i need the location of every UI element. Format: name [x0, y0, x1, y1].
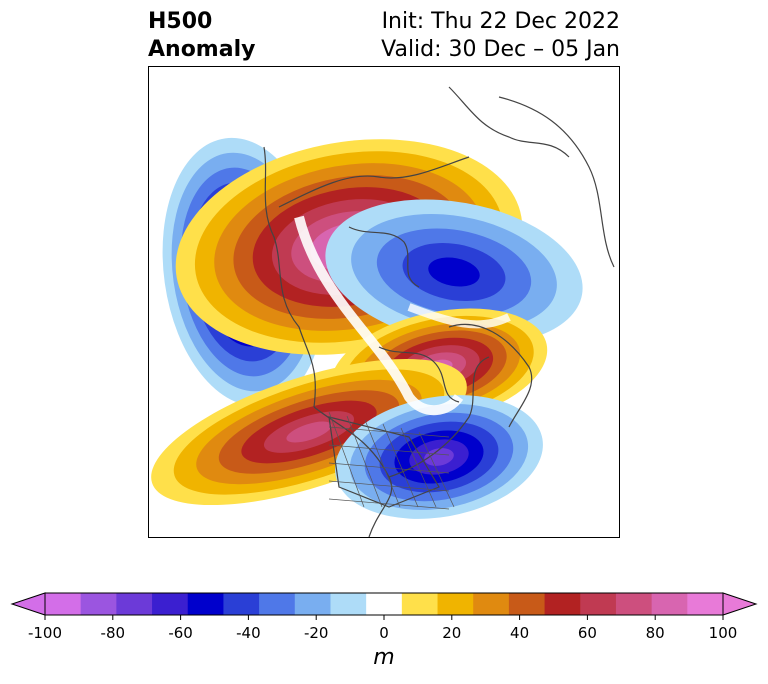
coastline-6 [348, 226, 420, 288]
colorbar-under-arrow [10, 592, 46, 616]
political-boundaries [328, 411, 455, 510]
colorbar-segment-11 [437, 593, 474, 615]
colorbar-segment-8 [330, 593, 367, 615]
colorbar-segment-14 [544, 593, 581, 615]
colorbar-segment-9 [366, 593, 403, 615]
colorbar-segment-5 [223, 593, 260, 615]
coastline-1 [313, 406, 393, 537]
boundary-ew-2 [328, 462, 450, 474]
colorbar-tick-label-8: 60 [578, 624, 597, 642]
colorbar-segment-0 [45, 593, 82, 615]
coastline-7 [378, 346, 460, 403]
coastline-5 [498, 96, 615, 268]
title-left: H500 Anomaly [148, 8, 255, 64]
boundary-ew-0 [328, 426, 450, 438]
coastline-9 [448, 86, 570, 158]
boundary-ns-5 [418, 431, 455, 508]
title-anomaly: Anomaly [148, 37, 256, 62]
colorbar-segment-7 [294, 593, 331, 615]
boundary-ew-1 [328, 444, 450, 456]
coastline-2 [388, 356, 490, 478]
boundary-ns-2 [364, 419, 401, 508]
colorbar-over-arrow [722, 592, 758, 616]
init-time: Init: Thu 22 Dec 2022 [381, 9, 620, 34]
colorbar-tick-label-1: -80 [101, 624, 126, 642]
colorbar-segment-3 [152, 593, 189, 615]
colorbar-segment-13 [508, 593, 546, 615]
colorbar-segment-1 [80, 593, 117, 615]
null-contour-2 [407, 303, 511, 329]
null-contour-1 [294, 215, 464, 416]
valid-time: Valid: 30 Dec – 05 Jan [381, 37, 620, 62]
ridge-southwest-contour-6 [286, 421, 332, 443]
colorbar-segment-15 [580, 593, 617, 615]
boundary-ew-4 [328, 498, 450, 510]
coastline-3 [278, 156, 470, 208]
colorbar-tick-label-3: -40 [236, 624, 261, 642]
trough-siberia [325, 199, 583, 345]
boundary-ew-3 [328, 480, 450, 492]
colorbar-tick-label-6: 20 [442, 624, 461, 642]
trough-east [335, 395, 543, 519]
colorbar-tick-label-7: 40 [510, 624, 529, 642]
colorbar-segment-4 [187, 593, 224, 615]
colorbar-unit: m [373, 645, 395, 670]
colorbar-tick-label-5: 0 [379, 624, 389, 642]
colorbar-segment-16 [615, 593, 653, 615]
colorbar-segment-6 [259, 593, 296, 615]
colorbar-segment-17 [651, 593, 688, 615]
coastline-0 [263, 146, 316, 408]
boundary-ns-3 [382, 423, 419, 508]
colorbar-segment-2 [116, 593, 153, 615]
boundary-ns-1 [346, 415, 383, 508]
map-panel [148, 66, 620, 538]
ridge-southwest [151, 358, 467, 506]
colorbar-tick-label-10: 100 [709, 624, 738, 642]
colorbar-tick-label-4: -20 [304, 624, 329, 642]
colorbar: -100 -80 -60 -40 -20 0 20 40 60 80 100 [10, 592, 758, 642]
coastline-4 [448, 323, 533, 428]
anomaly-map [151, 86, 615, 537]
colorbar-segment-18 [687, 593, 724, 615]
coastlines [263, 86, 615, 537]
colorbar-segment-12 [473, 593, 510, 615]
colorbar-tick-label-0: -100 [28, 624, 62, 642]
colorbar-tick-label-2: -60 [168, 624, 193, 642]
colorbar-segment-10 [401, 593, 439, 615]
title-right: Init: Thu 22 Dec 2022 Valid: 30 Dec – 05… [381, 8, 620, 64]
title-h500: H500 [148, 9, 213, 34]
boundary-ns-4 [400, 427, 437, 508]
trough-siberia-contour-4 [428, 257, 480, 287]
colorbar-tick-label-9: 80 [646, 624, 665, 642]
trough-east-contour-6 [424, 448, 454, 466]
